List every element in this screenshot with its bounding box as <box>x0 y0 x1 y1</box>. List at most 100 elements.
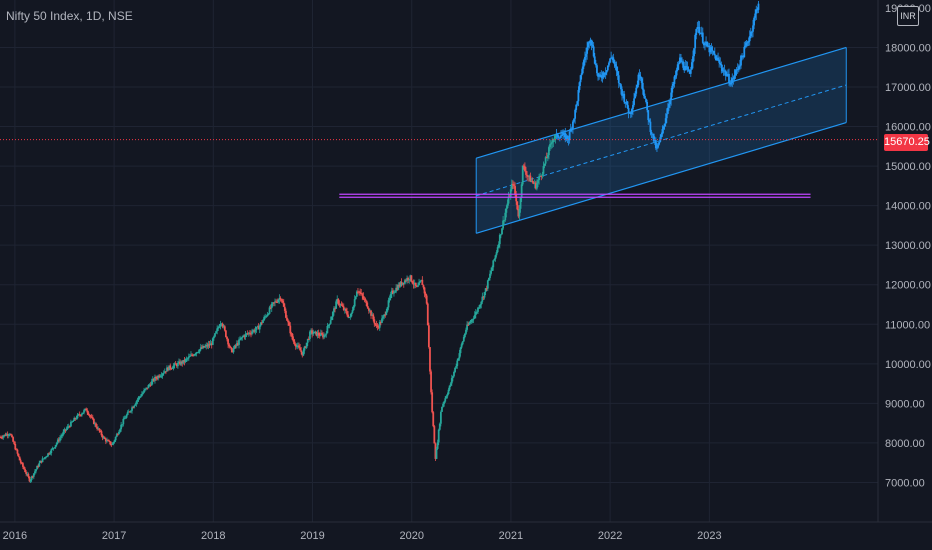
candle-body <box>722 70 725 72</box>
candle-body <box>661 129 664 135</box>
price-tick-label: 17000.00 <box>885 82 931 94</box>
candle-body <box>457 358 460 361</box>
candle-body <box>184 359 187 362</box>
candle-body <box>711 50 714 52</box>
candle-body <box>98 428 101 431</box>
candle-body <box>102 437 105 439</box>
candle-body <box>203 346 205 348</box>
drawing-lines[interactable] <box>0 139 878 198</box>
candle-body <box>318 335 321 337</box>
candle-body <box>365 300 368 306</box>
candle-body <box>682 61 685 68</box>
candle-body <box>395 287 398 292</box>
candle-body <box>50 449 53 454</box>
candle-body <box>615 66 618 72</box>
price-tick-label: 10000.00 <box>885 359 931 371</box>
price-tick-label: 18000.00 <box>885 42 931 54</box>
candle-body <box>498 234 501 245</box>
candle-body <box>361 293 364 297</box>
candle-body <box>509 189 512 197</box>
candle-body <box>616 71 619 76</box>
candle-body <box>752 25 754 32</box>
candle-body <box>347 314 350 318</box>
candle-body <box>399 281 402 287</box>
candle-body <box>660 134 663 138</box>
candle-body <box>204 346 207 348</box>
candle-body <box>293 341 296 345</box>
candle-body <box>353 299 356 307</box>
candle-body <box>478 307 480 309</box>
candle-body <box>291 333 294 340</box>
candle-body <box>157 375 160 379</box>
candle-body <box>556 133 559 138</box>
candle-body <box>263 317 265 321</box>
channel-median-line <box>476 84 847 197</box>
candle-body <box>114 436 117 441</box>
candle-body <box>461 341 464 345</box>
candle-body <box>626 101 629 109</box>
candle-body <box>287 320 290 323</box>
candle-body <box>255 326 258 330</box>
candle-body <box>562 132 565 135</box>
candle-body <box>276 301 279 303</box>
candle-body <box>262 320 264 323</box>
candle-body <box>6 434 9 436</box>
candle-body <box>371 314 374 316</box>
candle-body <box>593 56 596 64</box>
candle-body <box>522 165 525 167</box>
candle-body <box>699 33 702 35</box>
candle-body <box>644 96 646 99</box>
candle-body <box>702 42 705 46</box>
candle-body <box>316 332 319 336</box>
candle-body <box>605 70 608 73</box>
candle-body <box>560 135 562 138</box>
candle-body <box>745 42 748 46</box>
candle-body <box>688 70 691 74</box>
price-tick-label: 7000.00 <box>885 477 925 489</box>
candle-body <box>302 350 305 356</box>
candle-body <box>389 294 392 299</box>
candle-body <box>720 64 723 68</box>
time-axis[interactable]: 2016 2017 2018 2019 2020 2021 2022 2023 <box>0 521 932 542</box>
currency-badge[interactable]: INR <box>897 6 919 26</box>
candle-body <box>343 308 346 311</box>
candle-body <box>518 208 521 217</box>
candle-body <box>74 418 77 420</box>
candle-body <box>181 361 184 364</box>
price-axis[interactable]: 7000.00 8000.00 9000.00 10000.00 11000.00 120… <box>877 0 931 522</box>
candle-body <box>624 102 627 104</box>
candle-body <box>143 390 145 393</box>
candle-body <box>376 325 379 328</box>
channel-fill <box>476 47 847 234</box>
candle-body <box>333 308 335 312</box>
candle-body <box>78 414 81 416</box>
candle-body <box>346 311 348 315</box>
candle-body <box>564 132 567 140</box>
candle-body <box>354 296 357 300</box>
candle-body <box>635 87 638 94</box>
candle-body <box>42 458 45 460</box>
candle-body <box>251 331 253 334</box>
candle-body <box>489 273 491 278</box>
candle-body <box>48 453 51 455</box>
candle-body <box>728 73 730 83</box>
candle-body <box>713 53 716 56</box>
candle-body <box>463 333 466 338</box>
candle-body <box>637 74 640 85</box>
candle-body <box>567 139 570 141</box>
candle-body <box>406 278 408 281</box>
candle-body <box>435 448 438 459</box>
candle-body <box>450 378 453 384</box>
candle-body <box>56 439 59 443</box>
candle-body <box>142 392 144 395</box>
candle-body <box>704 43 706 46</box>
candle-body <box>317 332 320 336</box>
candle-body <box>250 333 252 335</box>
candle-body <box>125 414 128 418</box>
candle-body <box>580 73 583 76</box>
candle-body <box>527 175 530 177</box>
candle-body <box>443 401 446 404</box>
candle-body <box>525 170 527 175</box>
candle-body <box>652 133 655 142</box>
